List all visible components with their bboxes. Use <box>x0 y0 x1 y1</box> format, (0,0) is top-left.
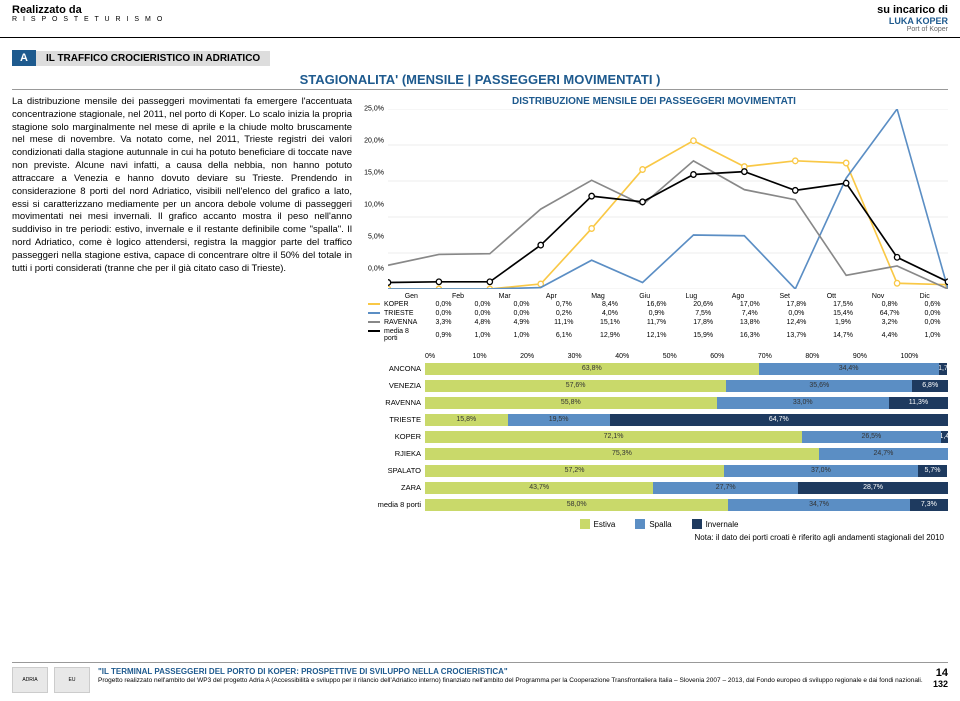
divider <box>12 89 948 90</box>
koper-sub: Port of Koper <box>877 26 948 33</box>
page-number: 14 <box>933 667 948 679</box>
line-chart: 25,0%20,0%15,0%10,0%5,0%0,0% <box>388 109 948 289</box>
header-right-title: su incarico di <box>877 4 948 16</box>
header-left-title: Realizzato da <box>12 4 164 16</box>
footer: ADRIA EU "IL TERMINAL PASSEGGERI DEL POR… <box>12 662 948 693</box>
footer-logo-eu: EU <box>54 667 90 693</box>
page-total: 132 <box>933 679 948 689</box>
hbar-chart: 0%10%20%30%40%50%60%70%80%90%100% ANCONA… <box>370 353 948 529</box>
body-text: La distribuzione mensile dei passeggeri … <box>12 96 352 542</box>
section-title: IL TRAFFICO CROCIERISTICO IN ADRIATICO <box>36 51 270 66</box>
footer-body: Progetto realizzato nell'ambito del WP3 … <box>98 677 925 685</box>
line-chart-title: DISTRIBUZIONE MENSILE DEI PASSEGGERI MOV… <box>360 96 948 107</box>
footer-title: "IL TERMINAL PASSEGGERI DEL PORTO DI KOP… <box>98 667 925 677</box>
header-left-sublogo: R I S P O S T E T U R I S M O <box>12 16 164 23</box>
page-subtitle: STAGIONALITA' (MENSILE | PASSEGGERI MOVI… <box>0 72 960 87</box>
chart-note: Nota: il dato dei porti croati è riferit… <box>360 533 944 542</box>
series-table: KOPER0,0%0,0%0,0%0,7%8,4%16,6%20,6%17,0%… <box>364 300 952 343</box>
koper-logo: LUKA KOPER <box>877 16 948 26</box>
footer-logo-adria: ADRIA <box>12 667 48 693</box>
section-letter: A <box>12 50 36 66</box>
